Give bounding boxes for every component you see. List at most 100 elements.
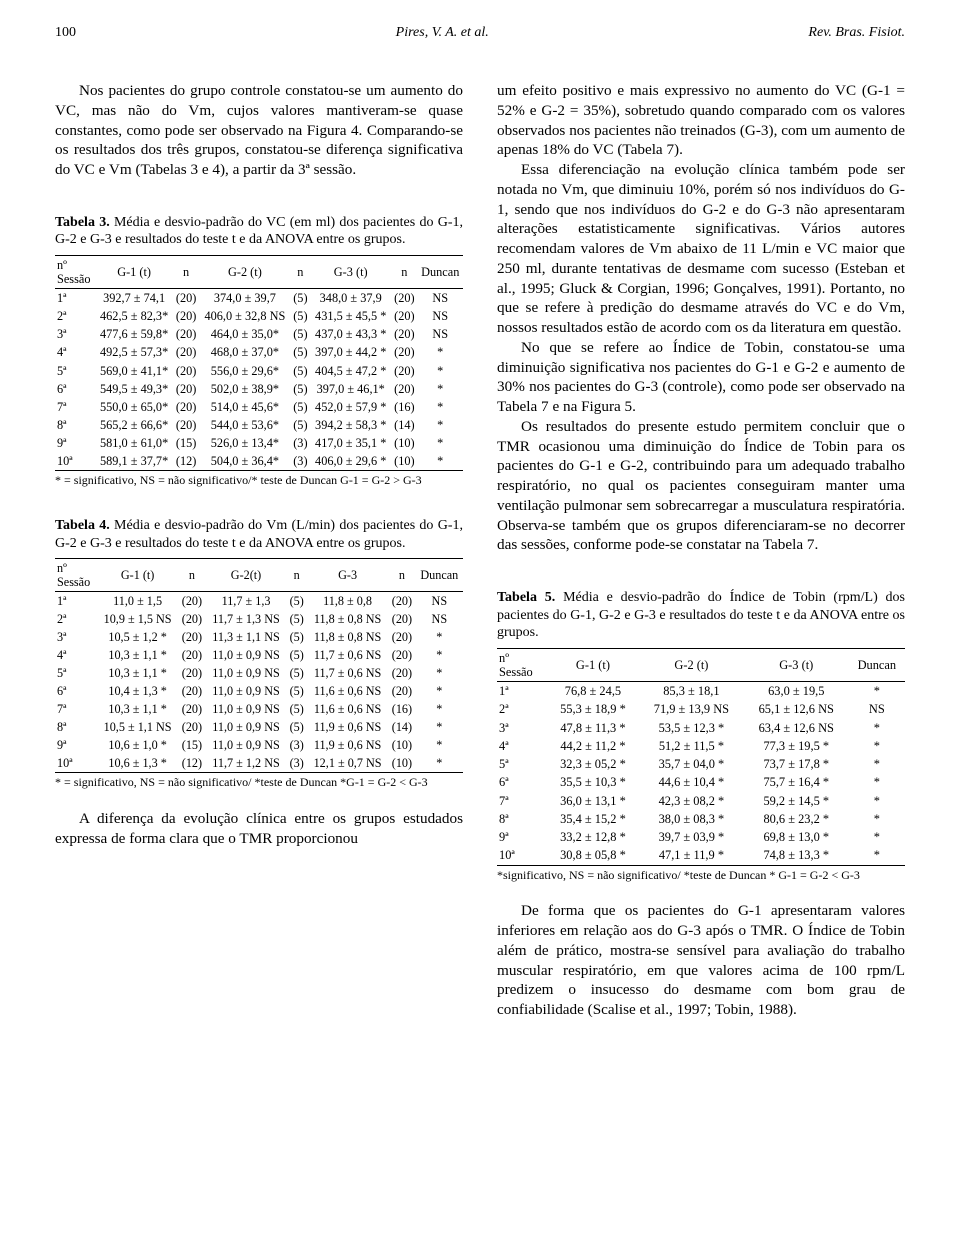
cell: (20) bbox=[173, 325, 199, 343]
cell: (12) bbox=[173, 452, 199, 471]
cell: 63,0 ± 19,5 bbox=[744, 682, 849, 701]
cell: 38,0 ± 08,3 * bbox=[639, 810, 744, 828]
cell: 63,4 ± 12,6 NS bbox=[744, 719, 849, 737]
t4-h-g3: G-3 bbox=[307, 559, 388, 592]
cell: 514,0 ± 45,6* bbox=[199, 398, 290, 416]
table-row: 8ª35,4 ± 15,2 *38,0 ± 08,3 *80,6 ± 23,2 … bbox=[497, 810, 905, 828]
t3-h-n2: n bbox=[291, 255, 311, 288]
cell: * bbox=[849, 773, 905, 791]
cell: 7ª bbox=[497, 792, 547, 810]
cell: * bbox=[416, 682, 463, 700]
cell: 6ª bbox=[55, 682, 97, 700]
cell: 10ª bbox=[497, 846, 547, 865]
cell: * bbox=[416, 646, 463, 664]
table-row: 5ª569,0 ± 41,1*(20)556,0 ± 29,6*(5)404,5… bbox=[55, 362, 463, 380]
cell: 36,0 ± 13,1 * bbox=[547, 792, 639, 810]
cell: (5) bbox=[291, 398, 311, 416]
cell: NS bbox=[416, 610, 463, 628]
cell: (16) bbox=[388, 700, 415, 718]
table-row: 7ª10,3 ± 1,1 *(20)11,0 ± 0,9 NS(5)11,6 ±… bbox=[55, 700, 463, 718]
cell: * bbox=[418, 398, 463, 416]
cell: 7ª bbox=[55, 398, 95, 416]
cell: 581,0 ± 61,0* bbox=[95, 434, 173, 452]
table-row: 2ª10,9 ± 1,5 NS(20)11,7 ± 1,3 NS(5)11,8 … bbox=[55, 610, 463, 628]
cell: * bbox=[416, 718, 463, 736]
cell: (20) bbox=[388, 628, 415, 646]
cell: 504,0 ± 36,4* bbox=[199, 452, 290, 471]
cell: 11,0 ± 0,9 NS bbox=[206, 700, 287, 718]
cell: (5) bbox=[291, 380, 311, 398]
left-paragraph-2: A diferença da evolução clínica entre os… bbox=[55, 809, 463, 849]
table4-caption: Tabela 4. Média e desvio-padrão do Vm (L… bbox=[55, 517, 463, 552]
cell: 11,8 ± 0,8 NS bbox=[307, 610, 388, 628]
t5-h-sessao: nº Sessão bbox=[497, 648, 547, 682]
cell: 33,2 ± 12,8 * bbox=[547, 828, 639, 846]
right-paragraph-4: Os resultados do presente estudo permite… bbox=[497, 417, 905, 555]
cell: 11,6 ± 0,6 NS bbox=[307, 682, 388, 700]
table3: nº Sessão G-1 (t) n G-2 (t) n G-3 (t) n … bbox=[55, 255, 463, 472]
cell: (20) bbox=[173, 343, 199, 361]
cell: 492,5 ± 57,3* bbox=[95, 343, 173, 361]
cell: (5) bbox=[286, 610, 307, 628]
right-paragraph-5: De forma que os pacientes do G-1 apresen… bbox=[497, 901, 905, 1020]
cell: 11,0 ± 0,9 NS bbox=[206, 718, 287, 736]
table-row: 5ª32,3 ± 05,2 *35,7 ± 04,0 *73,7 ± 17,8 … bbox=[497, 755, 905, 773]
cell: 397,0 ± 46,1* bbox=[310, 380, 391, 398]
table4-footnote: * = significativo, NS = não significativ… bbox=[55, 775, 463, 791]
cell: NS bbox=[416, 592, 463, 611]
cell: * bbox=[416, 736, 463, 754]
table4: nº Sessão G-1 (t) n G-2(t) n G-3 n Dunca… bbox=[55, 558, 463, 773]
header-right: Rev. Bras. Fisiot. bbox=[808, 25, 905, 41]
table-row: 7ª36,0 ± 13,1 *42,3 ± 08,2 *59,2 ± 14,5 … bbox=[497, 792, 905, 810]
cell: 4ª bbox=[497, 737, 547, 755]
cell: (20) bbox=[178, 718, 205, 736]
table-row: 5ª10,3 ± 1,1 *(20)11,0 ± 0,9 NS(5)11,7 ±… bbox=[55, 664, 463, 682]
cell: 397,0 ± 44,2 * bbox=[310, 343, 391, 361]
t5-h-duncan: Duncan bbox=[849, 648, 905, 682]
cell: 3ª bbox=[55, 325, 95, 343]
cell: (3) bbox=[291, 434, 311, 452]
cell: * bbox=[418, 343, 463, 361]
cell: 76,8 ± 24,5 bbox=[547, 682, 639, 701]
cell: 526,0 ± 13,4* bbox=[199, 434, 290, 452]
table5-caption: Tabela 5. Média e desvio-padrão do Índic… bbox=[497, 589, 905, 642]
cell: 11,9 ± 0,6 NS bbox=[307, 718, 388, 736]
table-row: 9ª10,6 ± 1,0 *(15)11,0 ± 0,9 NS(3)11,9 ±… bbox=[55, 736, 463, 754]
cell: (5) bbox=[286, 664, 307, 682]
cell: 11,8 ± 0,8 NS bbox=[307, 628, 388, 646]
table-row: 2ª462,5 ± 82,3*(20)406,0 ± 32,8 NS(5)431… bbox=[55, 307, 463, 325]
cell: (20) bbox=[391, 380, 417, 398]
t4-h-n1: n bbox=[178, 559, 205, 592]
cell: 10,3 ± 1,1 * bbox=[97, 700, 178, 718]
cell: (14) bbox=[388, 718, 415, 736]
cell: * bbox=[849, 828, 905, 846]
cell: (20) bbox=[178, 610, 205, 628]
cell: 2ª bbox=[55, 610, 97, 628]
table3-caption: Tabela 3. Média e desvio-padrão do VC (e… bbox=[55, 214, 463, 249]
cell: 69,8 ± 13,0 * bbox=[744, 828, 849, 846]
cell: 11,0 ± 1,5 bbox=[97, 592, 178, 611]
cell: (10) bbox=[391, 452, 417, 471]
cell: 4ª bbox=[55, 646, 97, 664]
table3-caption-label: Tabela 3. bbox=[55, 215, 110, 230]
cell: 1ª bbox=[497, 682, 547, 701]
table-row: 1ª392,7 ± 74,1(20)374,0 ± 39,7(5)348,0 ±… bbox=[55, 289, 463, 308]
cell: (5) bbox=[291, 343, 311, 361]
cell: (5) bbox=[291, 307, 311, 325]
cell: * bbox=[416, 628, 463, 646]
cell: 544,0 ± 53,6* bbox=[199, 416, 290, 434]
cell: (20) bbox=[173, 416, 199, 434]
cell: 8ª bbox=[55, 718, 97, 736]
cell: * bbox=[416, 754, 463, 773]
right-paragraph-2: Essa diferenciação na evolução clínica t… bbox=[497, 160, 905, 338]
cell: 417,0 ± 35,1 * bbox=[310, 434, 391, 452]
cell: * bbox=[849, 719, 905, 737]
cell: (20) bbox=[388, 664, 415, 682]
cell: 589,1 ± 37,7* bbox=[95, 452, 173, 471]
cell: * bbox=[418, 416, 463, 434]
cell: NS bbox=[418, 289, 463, 308]
cell: 73,7 ± 17,8 * bbox=[744, 755, 849, 773]
t5-h-g2: G-2 (t) bbox=[639, 648, 744, 682]
cell: 10,4 ± 1,3 * bbox=[97, 682, 178, 700]
cell: (10) bbox=[391, 434, 417, 452]
